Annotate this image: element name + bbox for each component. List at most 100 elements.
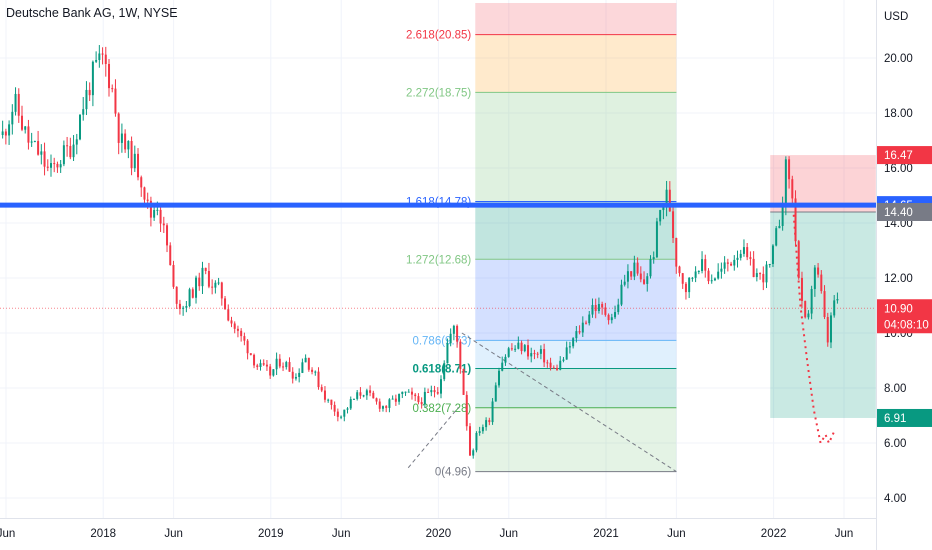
candle-body: [749, 257, 752, 259]
candle-body: [623, 281, 626, 285]
candle-body: [143, 187, 146, 200]
candle-body: [591, 304, 594, 315]
fib-level-label: 2.272(18.75): [406, 87, 471, 99]
candle-body: [481, 427, 484, 432]
candle-body: [581, 322, 584, 333]
candle-body: [556, 367, 559, 370]
candle-body: [362, 395, 365, 397]
candle-body: [646, 276, 649, 284]
candle-body: [401, 391, 404, 395]
candle-body: [465, 394, 468, 427]
candle-body: [369, 390, 372, 393]
candle-body: [272, 369, 275, 376]
candle-body: [372, 392, 375, 399]
candle-body: [62, 145, 65, 165]
currency-label: USD: [884, 11, 908, 23]
candle-body: [311, 369, 314, 372]
candle-body: [607, 314, 610, 321]
fib-level-label: 0.618(8.71): [412, 363, 471, 375]
candle-body: [149, 200, 152, 218]
candle-body: [169, 245, 172, 266]
candle-body: [137, 153, 140, 178]
fib-band: [475, 259, 677, 341]
time-tick-label: Jun: [667, 528, 686, 540]
candle-body: [275, 358, 278, 370]
candle-body: [201, 267, 204, 287]
candle-body: [182, 307, 185, 309]
time-tick-label: Jun: [0, 528, 15, 540]
candle-body: [420, 402, 423, 405]
candle-body: [443, 363, 446, 380]
candle-body: [117, 113, 120, 143]
candle-body: [95, 60, 98, 62]
candle-body: [207, 271, 210, 287]
candle-body: [85, 89, 88, 110]
candle-body: [172, 265, 175, 287]
dashed-trend-line: [407, 406, 459, 469]
fib-band: [475, 407, 677, 472]
candle-body: [359, 392, 362, 396]
candle-body: [597, 304, 600, 312]
candle-body: [710, 280, 713, 282]
candle-body: [37, 141, 40, 155]
candle-body: [630, 271, 633, 277]
candle-body: [833, 300, 836, 316]
candle-body: [701, 259, 704, 272]
candle-body: [823, 291, 826, 318]
candle-body: [72, 144, 75, 158]
candle-body: [304, 357, 307, 363]
candle-body: [759, 273, 762, 275]
candle-body: [585, 322, 588, 324]
candle-body: [704, 259, 707, 271]
candle-body: [24, 126, 27, 130]
candle-body: [765, 264, 768, 283]
candle-body: [378, 401, 381, 409]
candle-body: [775, 228, 778, 246]
candle-body: [436, 392, 439, 394]
candle-body: [530, 353, 533, 357]
candle-body: [343, 409, 346, 417]
candle-body: [4, 131, 7, 136]
candle-body: [684, 283, 687, 293]
candle-body: [778, 225, 781, 229]
candle-body: [1, 131, 4, 135]
time-tick-label: 2022: [761, 528, 787, 540]
candle-body: [220, 282, 223, 299]
candle-body: [159, 209, 162, 224]
candle-body: [755, 273, 758, 278]
candle-body: [820, 274, 823, 292]
candle-body: [804, 300, 807, 318]
fib-level-label: 0(4.96): [435, 467, 472, 479]
price-tick-label: 8.00: [884, 383, 906, 395]
time-tick-label: 2021: [593, 528, 619, 540]
price-tick-label: 16.00: [884, 163, 913, 175]
candle-body: [514, 348, 517, 350]
candle-body: [307, 357, 310, 370]
candle-body: [285, 362, 288, 368]
candle-body: [430, 390, 433, 393]
candle-body: [104, 54, 107, 64]
candle-body: [655, 221, 658, 258]
candle-body: [43, 151, 46, 167]
candle-body: [575, 331, 578, 339]
candle-body: [452, 325, 455, 334]
candle-body: [794, 198, 797, 242]
candle-body: [298, 372, 301, 377]
candle-body: [546, 362, 549, 364]
candle-body: [688, 277, 691, 293]
candle-body: [340, 416, 343, 418]
candle-body: [336, 411, 339, 417]
candle-body: [133, 153, 136, 169]
time-tick-label: Jun: [835, 528, 854, 540]
candle-body: [485, 420, 488, 428]
candle-body: [559, 360, 562, 370]
candle-body: [771, 245, 774, 264]
candle-body: [256, 365, 259, 367]
price-tick-label: 20.00: [884, 53, 913, 65]
candle-body: [462, 368, 465, 395]
candle-body: [672, 211, 675, 239]
candle-body: [282, 366, 285, 368]
candle-body: [610, 317, 613, 321]
candle-body: [404, 391, 407, 393]
